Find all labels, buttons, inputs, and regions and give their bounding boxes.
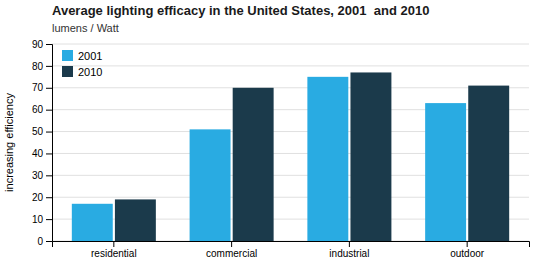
grid-line: [52, 44, 529, 45]
bar: [72, 204, 113, 241]
tick: 60: [32, 104, 52, 115]
tick: industrial: [329, 241, 369, 259]
tick: residential: [91, 241, 137, 259]
tick: 50: [32, 126, 52, 137]
tick-label: residential: [91, 248, 137, 259]
legend-label: 2001: [78, 50, 102, 62]
tick-mark: [46, 44, 52, 45]
legend-swatch: [62, 66, 73, 77]
tick-label: outdoor: [450, 248, 485, 259]
tick-label: 50: [32, 126, 44, 137]
tick-label: 40: [32, 148, 44, 159]
tick-mark: [46, 153, 52, 154]
tick-mark: [231, 241, 232, 247]
bar: [425, 103, 466, 241]
tick: 0: [37, 236, 52, 247]
tick-label: 60: [32, 104, 44, 115]
tick-mark: [46, 88, 52, 89]
tick: 70: [32, 82, 52, 93]
tick-mark: [46, 219, 52, 220]
tick-mark: [46, 175, 52, 176]
tick-label: commercial: [206, 248, 257, 259]
bar: [190, 129, 231, 241]
tick-mark: [467, 241, 468, 247]
tick-mark: [46, 66, 52, 67]
y-label: increasing efficiency: [3, 93, 15, 192]
legend-item: 2001: [62, 50, 102, 62]
legend: 2001 2010: [62, 50, 102, 78]
tick: 80: [32, 61, 52, 72]
tick: outdoor: [450, 241, 485, 259]
grid: [52, 44, 529, 241]
legend-item: 2010: [62, 66, 102, 78]
tick-label: 30: [32, 170, 44, 181]
bar: [468, 86, 509, 241]
tick-mark: [113, 241, 114, 247]
y-axis: 0 10 20 30 40 50 60 70 80 90: [32, 39, 53, 247]
tick: 90: [32, 39, 52, 50]
axis-domain: [46, 45, 53, 242]
tick: 40: [32, 148, 52, 159]
tick-mark: [46, 241, 52, 242]
title: Average lighting efficacy in the United …: [52, 3, 429, 18]
x-axis: residential commercial industrial outdoor: [53, 241, 530, 259]
tick-mark: [349, 241, 350, 247]
tick-mark: [46, 132, 52, 133]
tick-label: 10: [32, 214, 44, 225]
tick: 30: [32, 170, 52, 181]
tick-label: 90: [32, 39, 44, 50]
plot: 0 10 20 30 40 50 60 70 80 90 residential commercial…: [32, 39, 530, 259]
bar: [115, 199, 156, 241]
tick-mark: [46, 110, 52, 111]
tick: 10: [32, 214, 52, 225]
grid-line: [52, 87, 529, 88]
axis-domain: [53, 242, 530, 248]
tick-label: industrial: [329, 248, 369, 259]
bars: [72, 72, 509, 241]
bar: [307, 77, 348, 241]
tick-label: 20: [32, 192, 44, 203]
legend-swatch: [62, 50, 73, 61]
tick-label: 70: [32, 82, 44, 93]
chart: Average lighting efficacy in the United …: [0, 0, 541, 263]
tick-label: 0: [37, 236, 43, 247]
tick-mark: [46, 197, 52, 198]
tick: 20: [32, 192, 52, 203]
bar: [350, 72, 391, 241]
grid-line: [52, 65, 529, 66]
subtitle: lumens / Watt: [52, 22, 119, 34]
bar: [233, 88, 274, 241]
tick: commercial: [206, 241, 257, 259]
legend-label: 2010: [78, 66, 102, 78]
tick-label: 80: [32, 61, 44, 72]
